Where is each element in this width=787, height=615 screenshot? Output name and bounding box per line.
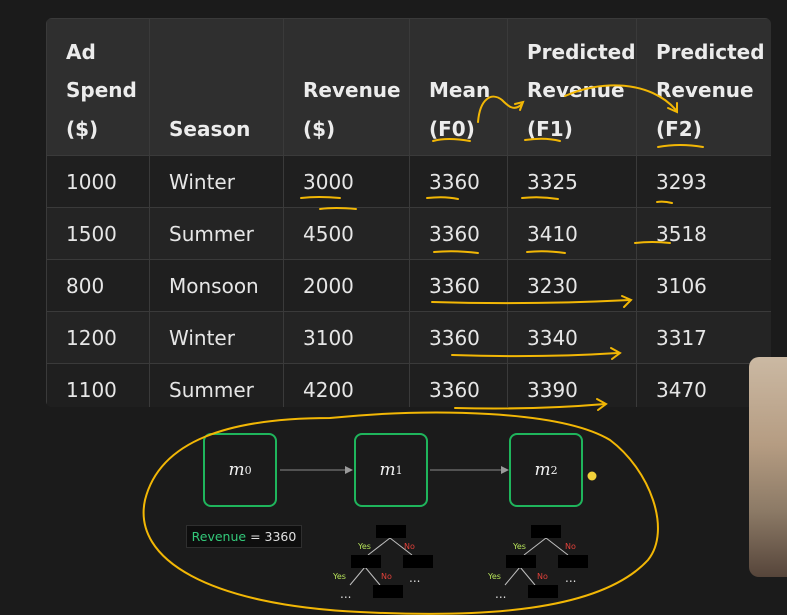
cell-f1: 3325 [507, 155, 637, 208]
cell-f2: 3518 [636, 207, 771, 260]
cell-f2: 3293 [636, 155, 771, 208]
tree-no-label: No [565, 542, 576, 551]
table-row: 1000 Winter 3000 3360 3325 3293 [46, 155, 771, 208]
table-row: 1100 Summer 4200 3360 3390 3470 [46, 363, 771, 407]
tree-yes-label: Yes [487, 572, 501, 581]
tree-node [531, 525, 561, 538]
header-ad-spend: Ad Spend ($) [46, 18, 150, 156]
cell-f1: 3390 [507, 363, 637, 407]
tree-node [558, 555, 588, 568]
tree-ellipsis: ... [565, 571, 576, 585]
presenter-webcam [749, 357, 787, 577]
cell-ad-spend: 1100 [46, 363, 150, 407]
cell-revenue: 2000 [283, 259, 410, 312]
tree-no-label: No [537, 572, 548, 581]
tree-node [506, 555, 536, 568]
cell-f2: 3106 [636, 259, 771, 312]
tree-yes-label: Yes [512, 542, 526, 551]
cell-f2: 3470 [636, 363, 771, 407]
cell-season: Monsoon [149, 259, 284, 312]
cell-ad-spend: 1200 [46, 311, 150, 364]
cell-ad-spend: 1500 [46, 207, 150, 260]
cell-revenue: 3000 [283, 155, 410, 208]
cell-season: Winter [149, 311, 284, 364]
tree-node [528, 585, 558, 598]
table-header-row: Ad Spend ($) Season Revenue ($) Mean (F0… [46, 18, 771, 156]
cell-ad-spend: 1000 [46, 155, 150, 208]
tree-ellipsis: ... [495, 587, 506, 601]
cell-season: Summer [149, 207, 284, 260]
cell-season: Summer [149, 363, 284, 407]
cell-mean: 3360 [409, 363, 508, 407]
header-revenue: Revenue ($) [283, 18, 410, 156]
cell-revenue: 4200 [283, 363, 410, 407]
